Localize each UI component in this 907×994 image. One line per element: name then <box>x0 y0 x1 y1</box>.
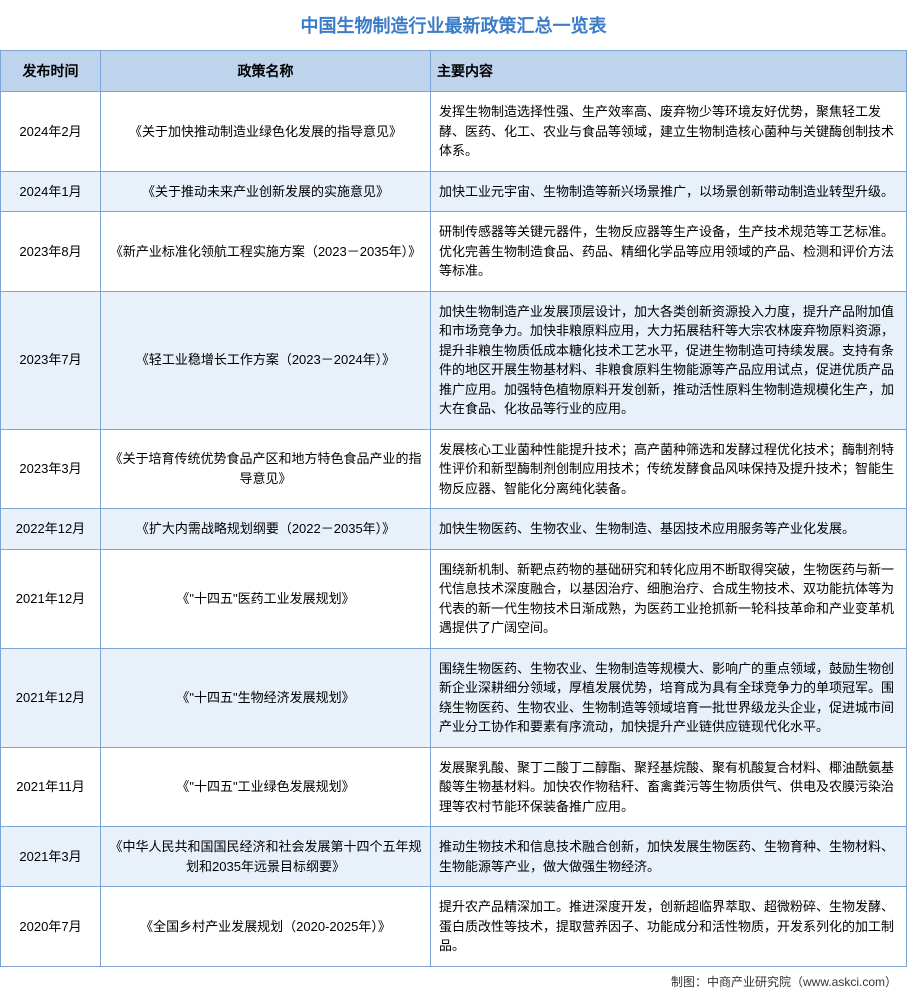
policy-table: 发布时间 政策名称 主要内容 2024年2月《关于加快推动制造业绿色化发展的指导… <box>0 50 907 967</box>
cell-date: 2021年12月 <box>1 648 101 747</box>
cell-content: 提升农产品精深加工。推进深度开发，创新超临界萃取、超微粉碎、生物发酵、蛋白质改性… <box>431 887 907 967</box>
cell-name: 《中华人民共和国国民经济和社会发展第十四个五年规划和2035年远景目标纲要》 <box>101 827 431 887</box>
table-row: 2020年7月《全国乡村产业发展规划（2020-2025年）》提升农产品精深加工… <box>1 887 907 967</box>
table-row: 2021年3月《中华人民共和国国民经济和社会发展第十四个五年规划和2035年远景… <box>1 827 907 887</box>
cell-content: 加快工业元宇宙、生物制造等新兴场景推广，以场景创新带动制造业转型升级。 <box>431 171 907 212</box>
table-row: 2023年3月《关于培育传统优势食品产区和地方特色食品产业的指导意见》发展核心工… <box>1 429 907 509</box>
cell-content: 发展核心工业菌种性能提升技术；高产菌种筛选和发酵过程优化技术；酶制剂特性评价和新… <box>431 429 907 509</box>
table-row: 2022年12月《扩大内需战略规划纲要（2022－2035年）》加快生物医药、生… <box>1 509 907 550</box>
cell-content: 发展聚乳酸、聚丁二酸丁二醇酯、聚羟基烷酸、聚有机酸复合材料、椰油酰氨基酸等生物基… <box>431 747 907 827</box>
table-row: 2021年12月《"十四五"医药工业发展规划》围绕新机制、新靶点药物的基础研究和… <box>1 549 907 648</box>
header-date: 发布时间 <box>1 51 101 92</box>
cell-date: 2023年7月 <box>1 291 101 429</box>
header-name: 政策名称 <box>101 51 431 92</box>
cell-name: 《全国乡村产业发展规划（2020-2025年）》 <box>101 887 431 967</box>
cell-content: 加快生物医药、生物农业、生物制造、基因技术应用服务等产业化发展。 <box>431 509 907 550</box>
cell-content: 围绕生物医药、生物农业、生物制造等规模大、影响广的重点领域，鼓励生物创新企业深耕… <box>431 648 907 747</box>
cell-name: 《关于培育传统优势食品产区和地方特色食品产业的指导意见》 <box>101 429 431 509</box>
header-content: 主要内容 <box>431 51 907 92</box>
cell-date: 2021年11月 <box>1 747 101 827</box>
cell-date: 2020年7月 <box>1 887 101 967</box>
table-header-row: 发布时间 政策名称 主要内容 <box>1 51 907 92</box>
cell-date: 2024年1月 <box>1 171 101 212</box>
cell-name: 《"十四五"生物经济发展规划》 <box>101 648 431 747</box>
table-row: 2023年7月《轻工业稳增长工作方案（2023－2024年）》加快生物制造产业发… <box>1 291 907 429</box>
table-row: 2024年2月《关于加快推动制造业绿色化发展的指导意见》发挥生物制造选择性强、生… <box>1 92 907 172</box>
cell-name: 《关于推动未来产业创新发展的实施意见》 <box>101 171 431 212</box>
cell-name: 《"十四五"工业绿色发展规划》 <box>101 747 431 827</box>
cell-name: 《轻工业稳增长工作方案（2023－2024年）》 <box>101 291 431 429</box>
cell-name: 《"十四五"医药工业发展规划》 <box>101 549 431 648</box>
cell-content: 研制传感器等关键元器件，生物反应器等生产设备，生产技术规范等工艺标准。优化完善生… <box>431 212 907 292</box>
cell-name: 《扩大内需战略规划纲要（2022－2035年）》 <box>101 509 431 550</box>
cell-content: 围绕新机制、新靶点药物的基础研究和转化应用不断取得突破，生物医药与新一代信息技术… <box>431 549 907 648</box>
cell-date: 2022年12月 <box>1 509 101 550</box>
table-title: 中国生物制造行业最新政策汇总一览表 <box>0 0 907 50</box>
table-row: 2021年12月《"十四五"生物经济发展规划》围绕生物医药、生物农业、生物制造等… <box>1 648 907 747</box>
cell-date: 2021年12月 <box>1 549 101 648</box>
table-row: 2021年11月《"十四五"工业绿色发展规划》发展聚乳酸、聚丁二酸丁二醇酯、聚羟… <box>1 747 907 827</box>
cell-content: 发挥生物制造选择性强、生产效率高、废弃物少等环境友好优势，聚焦轻工发酵、医药、化… <box>431 92 907 172</box>
cell-date: 2024年2月 <box>1 92 101 172</box>
cell-date: 2021年3月 <box>1 827 101 887</box>
cell-content: 加快生物制造产业发展顶层设计，加大各类创新资源投入力度，提升产品附加值和市场竞争… <box>431 291 907 429</box>
cell-date: 2023年8月 <box>1 212 101 292</box>
table-row: 2023年8月《新产业标准化领航工程实施方案（2023－2035年）》研制传感器… <box>1 212 907 292</box>
table-row: 2024年1月《关于推动未来产业创新发展的实施意见》加快工业元宇宙、生物制造等新… <box>1 171 907 212</box>
footer-credit: 制图：中商产业研究院（www.askci.com） <box>0 967 907 994</box>
cell-content: 推动生物技术和信息技术融合创新，加快发展生物医药、生物育种、生物材料、生物能源等… <box>431 827 907 887</box>
cell-name: 《关于加快推动制造业绿色化发展的指导意见》 <box>101 92 431 172</box>
cell-name: 《新产业标准化领航工程实施方案（2023－2035年）》 <box>101 212 431 292</box>
cell-date: 2023年3月 <box>1 429 101 509</box>
